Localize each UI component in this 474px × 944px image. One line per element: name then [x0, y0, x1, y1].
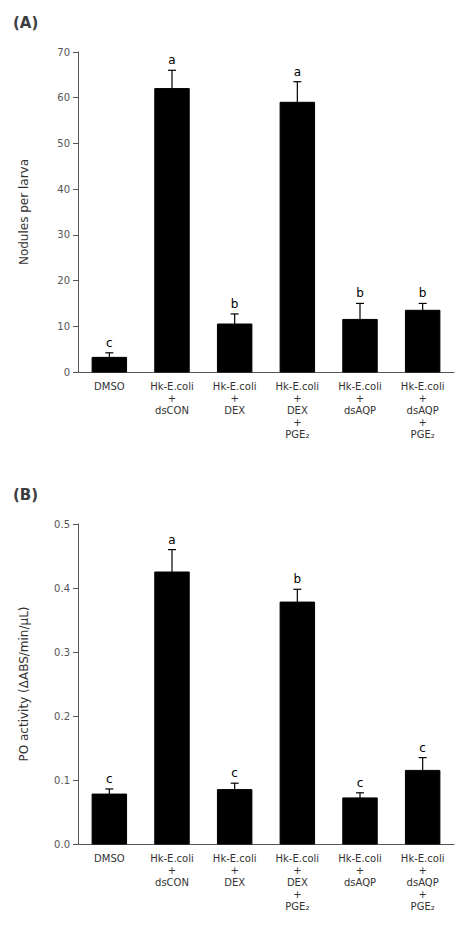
svg-text:dsAQP: dsAQP — [407, 405, 439, 416]
svg-text:c: c — [419, 741, 426, 755]
svg-text:0.1: 0.1 — [54, 775, 70, 786]
svg-text:DEX: DEX — [287, 405, 308, 416]
svg-text:PGE₂: PGE₂ — [285, 901, 309, 912]
svg-text:dsAQP: dsAQP — [344, 877, 376, 888]
svg-text:a: a — [168, 53, 175, 67]
svg-text:10: 10 — [57, 321, 70, 332]
svg-text:+: + — [168, 865, 176, 876]
svg-text:DEX: DEX — [287, 877, 308, 888]
svg-text:dsCON: dsCON — [155, 405, 189, 416]
svg-text:70: 70 — [57, 47, 70, 58]
svg-text:Hk-E.coli: Hk-E.coli — [401, 853, 445, 864]
svg-text:+: + — [230, 865, 238, 876]
svg-text:+: + — [418, 889, 426, 900]
svg-text:(B): (B) — [13, 486, 38, 504]
svg-text:b: b — [419, 286, 427, 300]
svg-text:c: c — [106, 336, 113, 350]
svg-text:Hk-E.coli: Hk-E.coli — [401, 381, 445, 392]
svg-text:DEX: DEX — [224, 877, 245, 888]
svg-text:0: 0 — [64, 367, 70, 378]
svg-text:PGE₂: PGE₂ — [285, 429, 309, 440]
svg-text:0.3: 0.3 — [54, 647, 70, 658]
svg-text:Hk-E.coli: Hk-E.coli — [338, 381, 382, 392]
svg-text:+: + — [293, 889, 301, 900]
svg-text:30: 30 — [57, 229, 70, 240]
svg-text:0.5: 0.5 — [54, 519, 70, 530]
svg-text:+: + — [356, 865, 364, 876]
svg-text:b: b — [356, 286, 364, 300]
svg-text:+: + — [356, 393, 364, 404]
svg-text:c: c — [106, 772, 113, 786]
svg-text:PGE₂: PGE₂ — [411, 901, 435, 912]
svg-text:+: + — [293, 865, 301, 876]
svg-text:Hk-E.coli: Hk-E.coli — [150, 381, 194, 392]
svg-text:+: + — [293, 417, 301, 428]
svg-text:PGE₂: PGE₂ — [411, 429, 435, 440]
svg-text:0.4: 0.4 — [54, 583, 70, 594]
svg-text:(A): (A) — [13, 14, 38, 32]
svg-text:+: + — [293, 393, 301, 404]
svg-text:b: b — [231, 297, 239, 311]
svg-text:Nodules per larva: Nodules per larva — [17, 159, 31, 265]
svg-text:Hk-E.coli: Hk-E.coli — [213, 853, 257, 864]
svg-text:+: + — [418, 865, 426, 876]
svg-text:0.0: 0.0 — [54, 839, 70, 850]
svg-text:Hk-E.coli: Hk-E.coli — [338, 853, 382, 864]
svg-text:Hk-E.coli: Hk-E.coli — [276, 381, 320, 392]
svg-text:20: 20 — [57, 275, 70, 286]
svg-text:40: 40 — [57, 184, 70, 195]
svg-text:+: + — [230, 393, 238, 404]
svg-text:50: 50 — [57, 138, 70, 149]
svg-text:DMSO: DMSO — [94, 381, 125, 392]
svg-text:Hk-E.coli: Hk-E.coli — [276, 853, 320, 864]
svg-text:+: + — [418, 417, 426, 428]
svg-text:dsAQP: dsAQP — [344, 405, 376, 416]
svg-text:DEX: DEX — [224, 405, 245, 416]
svg-text:Hk-E.coli: Hk-E.coli — [213, 381, 257, 392]
svg-text:a: a — [168, 533, 175, 547]
svg-text:c: c — [357, 776, 364, 790]
svg-text:0.2: 0.2 — [54, 711, 70, 722]
svg-text:+: + — [168, 393, 176, 404]
svg-text:Hk-E.coli: Hk-E.coli — [150, 853, 194, 864]
svg-text:+: + — [418, 393, 426, 404]
svg-text:a: a — [294, 65, 301, 79]
svg-text:dsAQP: dsAQP — [407, 877, 439, 888]
svg-text:c: c — [231, 766, 238, 780]
svg-text:dsCON: dsCON — [155, 877, 189, 888]
svg-text:b: b — [294, 572, 302, 586]
svg-text:60: 60 — [57, 92, 70, 103]
svg-text:DMSO: DMSO — [94, 853, 125, 864]
svg-text:PO activity (ΔABS/min/μL): PO activity (ΔABS/min/μL) — [17, 607, 31, 762]
